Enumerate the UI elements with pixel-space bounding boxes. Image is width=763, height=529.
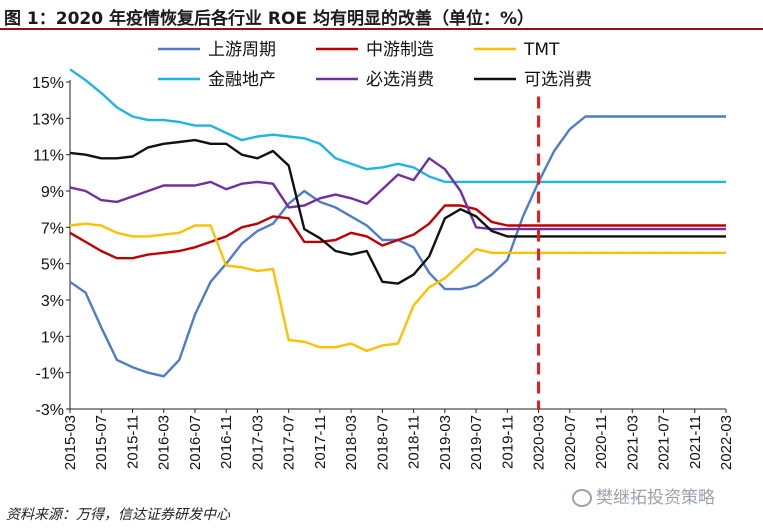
legend-label: 必选消费 [366, 70, 434, 90]
plot-area: -3% -1% 1% 3% 5% 7% 9% 11% 13% 15% 2015-03 2015-07 2… [32, 68, 735, 470]
series-line [69, 115, 726, 378]
wechat-icon [572, 489, 592, 507]
x-tick-label: 2017-11 [312, 415, 329, 469]
x-tick-label: 2019-07 [468, 415, 485, 470]
legend-label: TMT [523, 40, 560, 60]
x-tick-label: 2018-07 [374, 415, 391, 470]
x-tick-label: 2020-07 [562, 415, 579, 470]
legend-label: 上游周期 [208, 40, 276, 60]
legend-label: 可选消费 [524, 70, 592, 90]
legend: 上游周期 中游制造 TMT 金融地产 必选消费 可选消费 [152, 36, 688, 92]
x-tick-label: 2017-03 [249, 415, 266, 470]
x-tick-label: 2018-11 [406, 415, 423, 469]
x-tick-label: 2015-03 [62, 415, 79, 470]
chart-title: 图 1：2020 年疫情恢复后各行业 ROE 均有明显的改善（单位：%） [0, 0, 763, 30]
y-tick-label: 13% [32, 111, 64, 128]
y-tick-label: 3% [41, 293, 64, 310]
y-tick-label: 7% [41, 220, 64, 237]
legend-label: 金融地产 [208, 70, 276, 90]
watermark-text: 樊继拓投资策略 [596, 488, 715, 508]
series-line [69, 68, 726, 184]
x-tick-label: 2020-11 [593, 415, 610, 469]
x-tick-label: 2018-03 [343, 415, 360, 470]
watermark: 樊继拓投资策略 [572, 483, 715, 508]
legend-item: 可选消费 [468, 66, 688, 92]
x-tick-label: 2015-07 [93, 415, 110, 470]
y-tick-label: -1% [36, 366, 64, 383]
series-line [69, 138, 726, 285]
legend-item: TMT [468, 36, 688, 62]
legend-label: 中游制造 [366, 40, 434, 60]
x-tick-label: 2021-07 [656, 415, 673, 470]
x-tick-label: 2020-03 [531, 415, 548, 470]
series-line [69, 222, 726, 353]
x-tick-label: 2019-03 [437, 415, 454, 470]
x-tick-label: 2021-11 [687, 415, 704, 469]
y-tick-label: 9% [41, 184, 64, 201]
x-tick-label: 2016-07 [187, 415, 204, 470]
y-tick-label: 1% [41, 329, 64, 346]
y-tick-label: 15% [32, 75, 64, 92]
x-tick-label: 2016-03 [156, 415, 173, 470]
series-line [69, 157, 726, 231]
y-tick-label: 5% [41, 257, 64, 274]
x-tick-label: 2022-03 [718, 415, 735, 470]
series-line [69, 204, 726, 260]
source-note: 资料来源：万得，信达证券研发中心 [6, 507, 230, 523]
y-tick-label: -3% [36, 402, 64, 419]
x-tick-label: 2017-07 [281, 415, 298, 470]
x-tick-label: 2015-11 [124, 415, 141, 469]
x-tick-label: 2016-11 [218, 415, 235, 469]
x-tick-label: 2021-03 [624, 415, 641, 470]
y-tick-label: 11% [33, 148, 64, 165]
x-tick-label: 2019-11 [499, 415, 516, 469]
